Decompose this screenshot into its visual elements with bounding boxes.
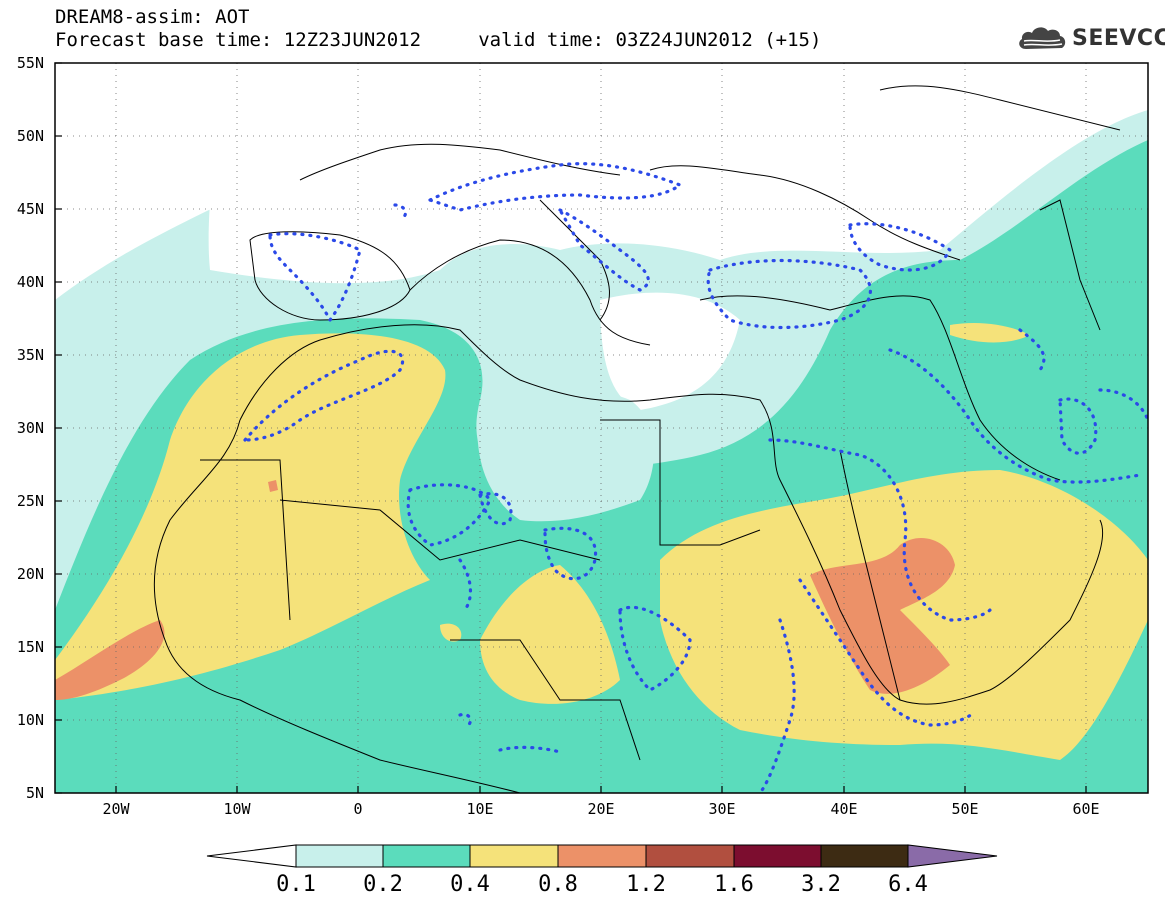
aot-region-clear-europe <box>208 63 1148 284</box>
lat-label: 35N <box>16 346 44 364</box>
cloud-icon <box>1019 27 1066 49</box>
colorbar-label: 0.2 <box>363 872 403 897</box>
gridlines <box>55 63 1148 793</box>
tick-marks <box>55 62 1087 794</box>
colorbar-label: 0.1 <box>276 872 316 897</box>
aot-region-0.8-red-sea <box>810 537 955 694</box>
colorbar <box>206 844 998 868</box>
lat-label: 10N <box>16 711 44 729</box>
colorbar-label: 3.2 <box>801 872 841 897</box>
lon-label: 60E <box>1072 800 1100 818</box>
coastlines <box>153 85 1121 793</box>
colorbar-swatch-1.6 <box>733 844 822 868</box>
lon-label: 40E <box>830 800 858 818</box>
colorbar-label: 1.6 <box>714 872 754 897</box>
aot-region-0.1-sahara <box>477 385 654 522</box>
forecast-time-line: Forecast base time: 12Z23JUN2012 valid t… <box>55 29 822 51</box>
colorbar-swatch-0.4 <box>469 844 559 868</box>
lat-label: 30N <box>16 419 44 437</box>
lon-label: 20E <box>587 800 615 818</box>
logo-text: SEEVCCC <box>1072 25 1165 51</box>
lat-label: 55N <box>16 54 44 72</box>
colorbar-arrow-high <box>907 844 998 868</box>
lat-label: 40N <box>16 273 44 291</box>
colorbar-label: 1.2 <box>626 872 666 897</box>
colorbar-label: 6.4 <box>888 872 928 897</box>
colorbar-swatch-1.2 <box>645 844 735 868</box>
colorbar-swatch-0.1 <box>295 844 384 868</box>
colorbar-swatch-0.2 <box>382 844 471 868</box>
lat-label: 50N <box>16 127 44 145</box>
aot-region-0.8-sahara-spot <box>268 480 278 492</box>
aot-region-0.4-pocket <box>440 623 462 642</box>
lat-label: 45N <box>16 200 44 218</box>
aot-region-0.4-nw-africa <box>55 333 446 700</box>
lon-label: 20W <box>102 800 130 818</box>
lon-label: 30E <box>708 800 736 818</box>
aot-region-0.4-caspian <box>950 323 1030 343</box>
aot-region-0.4-chad <box>480 565 620 704</box>
aot-region-0.8-senegal <box>55 620 165 700</box>
lon-label: 10W <box>223 800 251 818</box>
seevccc-logo: SEEVCCC <box>1016 21 1165 55</box>
colorbar-label: 0.8 <box>538 872 578 897</box>
lon-label: 0 <box>353 800 363 818</box>
colorbar-arrow-low <box>206 844 297 868</box>
aot-assimilation-contours <box>241 162 1148 793</box>
lat-label: 5N <box>25 784 44 802</box>
lat-label: 15N <box>16 638 44 656</box>
colorbar-swatch-3.2 <box>820 844 909 868</box>
lat-label: 25N <box>16 492 44 510</box>
aot-region-clear-east-med <box>600 292 740 410</box>
lon-label: 50E <box>951 800 979 818</box>
lon-label: 10E <box>466 800 494 818</box>
colorbar-label: 0.4 <box>450 872 490 897</box>
colorbar-swatch-0.8 <box>557 844 647 868</box>
map-title: DREAM8-assim: AOT <box>55 6 250 28</box>
lat-label: 20N <box>16 565 44 583</box>
